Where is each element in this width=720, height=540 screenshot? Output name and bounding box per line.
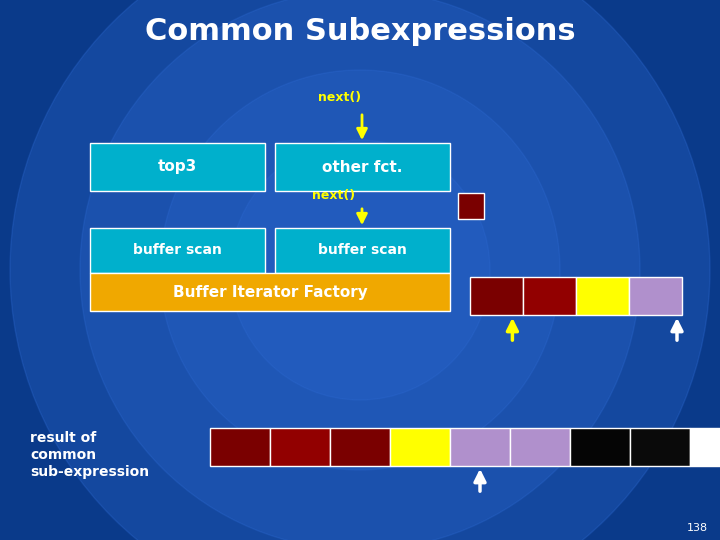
Bar bbox=[330, 428, 390, 466]
Bar bbox=[523, 277, 576, 315]
Bar bbox=[90, 273, 450, 311]
Bar bbox=[690, 428, 720, 466]
Bar bbox=[458, 193, 484, 219]
Bar bbox=[570, 428, 630, 466]
Bar bbox=[390, 428, 450, 466]
Text: next(): next() bbox=[318, 91, 361, 105]
Bar bbox=[629, 277, 682, 315]
Circle shape bbox=[80, 0, 640, 540]
Text: buffer scan: buffer scan bbox=[318, 244, 407, 258]
Bar bbox=[576, 277, 629, 315]
Bar bbox=[210, 428, 270, 466]
Text: other fct.: other fct. bbox=[323, 159, 402, 174]
Bar bbox=[470, 277, 523, 315]
Text: 138: 138 bbox=[687, 523, 708, 533]
Bar bbox=[510, 428, 570, 466]
Circle shape bbox=[160, 70, 560, 470]
Circle shape bbox=[230, 140, 490, 400]
Text: common: common bbox=[30, 448, 96, 462]
Text: top3: top3 bbox=[158, 159, 197, 174]
Circle shape bbox=[10, 0, 710, 540]
Text: Common Subexpressions: Common Subexpressions bbox=[145, 17, 575, 46]
Text: result of: result of bbox=[30, 431, 96, 445]
Bar bbox=[270, 428, 330, 466]
Bar bbox=[90, 143, 265, 191]
Text: buffer scan: buffer scan bbox=[133, 244, 222, 258]
Bar bbox=[630, 428, 690, 466]
Text: next(): next() bbox=[312, 190, 356, 202]
Bar bbox=[450, 428, 510, 466]
Text: sub-expression: sub-expression bbox=[30, 465, 149, 479]
Bar bbox=[275, 143, 450, 191]
Bar bbox=[90, 228, 265, 273]
Bar bbox=[275, 228, 450, 273]
Text: Buffer Iterator Factory: Buffer Iterator Factory bbox=[173, 285, 367, 300]
